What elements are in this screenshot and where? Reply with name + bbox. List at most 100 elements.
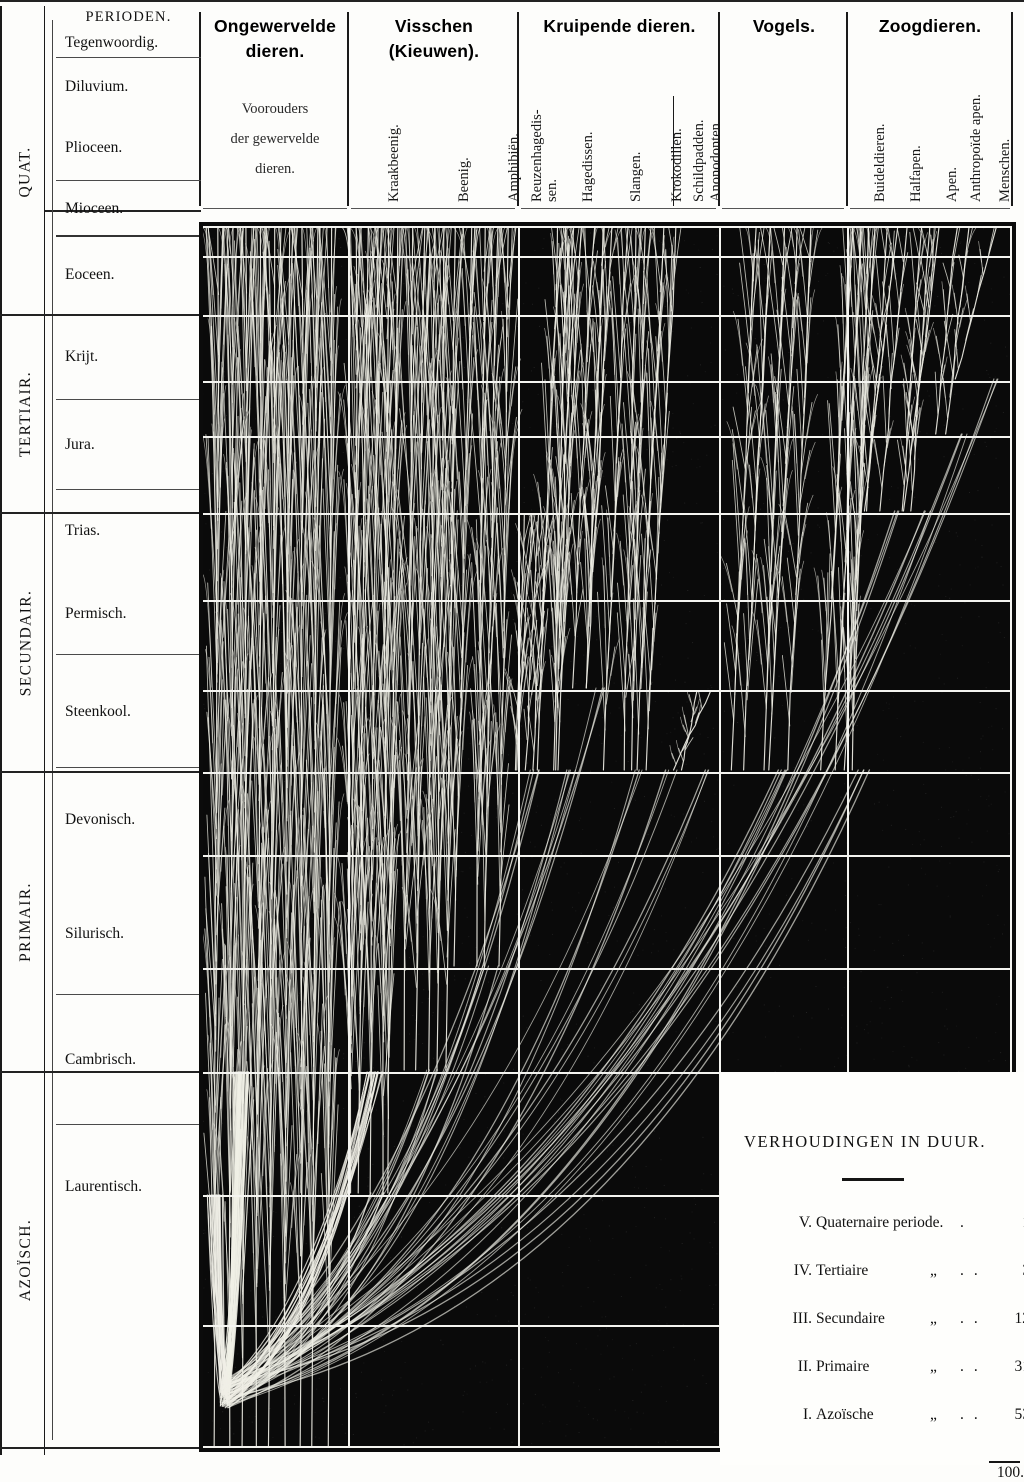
legend-row-tertiaire: IV. Tertiaire „ .. 3 [734,1262,1018,1288]
legend-name: Primaire [816,1358,869,1376]
legend-name: Tertiaire [816,1262,868,1280]
period-separator [56,489,201,490]
legend-period-word: periode. [893,1214,943,1231]
period-cell-krijt: Krijt. [56,313,201,400]
column-label-buideldieren: Buideldieren. [872,123,889,202]
header-divider-4 [846,12,848,206]
period-separator [56,994,201,995]
period-separator [56,767,201,768]
period-label: Krijt. [56,348,98,366]
legend-value: 12 [1006,1310,1024,1328]
legend-title: VERHOUDINGEN IN DUUR. [720,1132,1010,1152]
legend-value: 3 [1006,1262,1024,1280]
header-divider-5 [1011,12,1013,206]
legend-total: 100. [982,1464,1024,1482]
legend-dots: .. [960,1310,988,1328]
column-label-hagedissen: Hagedissen. [580,132,597,202]
duration-proportions-legend: VERHOUDINGEN IN DUUR. V. Quaternaire per… [720,1072,1024,1465]
period-separator [56,235,201,237]
column-label-schildpadden: Schildpadden. [691,119,708,202]
legend-numeral: IV. [766,1262,812,1280]
periods-table: PERIODEN. QUAT. TERTIAIR. SECUNDAIR. PRI… [0,6,201,1455]
legend-dots: .. [960,1358,988,1376]
header-underline-2 [521,208,716,209]
periods-bottom-border [0,1447,201,1449]
period-separator [56,654,201,655]
group-note-line2: der gewervelde [201,124,349,154]
legend-dots: . [960,1214,974,1232]
legend-ditto: „ [930,1406,937,1424]
period-cell-mioceen: Mioceen. [56,181,201,236]
column-label-reuzenhagedissen-line2: sen. [544,179,561,202]
period-cell-steenkool: Steenkool. [56,655,201,768]
era-cell-secundair: SECUNDAIR. [0,513,52,772]
group-title-line1: Ongewervelde [201,14,349,39]
column-label-beenig: Beenig. [456,157,473,202]
legend-value: 1 [1006,1214,1024,1232]
legend-name: Azoïsche [816,1406,874,1424]
group-title-line1: Kruipende dieren. [519,14,720,39]
group-title-line1: Visschen [349,14,519,39]
group-title-line1: Zoogdieren. [848,14,1012,39]
legend-row-primaire: II. Primaire „ .. 31 [734,1358,1018,1384]
legend-numeral: V. [766,1214,812,1232]
group-title-line1: Vogels. [720,14,848,39]
legend-row-secundaire: III. Secundaire „ .. 12 [734,1310,1018,1336]
perioden-header-label: PERIODEN. [85,9,171,26]
period-separator [56,180,201,181]
group-note-line1: Voorouders [201,94,349,124]
period-label: Plioceen. [56,139,122,157]
legend-total-rule [989,1461,1020,1463]
header-subdivider-krokodillen [673,96,674,206]
period-cell-diluvium: Diluvium. [56,58,201,115]
header-divider-1 [347,12,349,206]
legend-dots: .. [960,1262,988,1280]
legend-row-azoische: I. Azoïsche „ .. 53 [734,1406,1018,1432]
column-label-halfapen: Halfapen. [908,145,925,202]
era-cell-azoisch: AZOÏSCH. [0,1072,52,1448]
period-cell-plioceen: Plioceen. [56,115,201,181]
period-cell-eoceen: Eoceen. [56,236,201,313]
column-label-amphibien: Amphibiën. [506,133,523,202]
period-label: Cambrisch. [56,1051,136,1069]
header-underline-1 [351,208,515,209]
legend-value: 31 [1006,1358,1024,1376]
group-title-line2: (Kieuwen). [349,39,519,64]
group-title-visschen: Visschen (Kieuwen). [349,14,519,64]
legend-ditto: „ [930,1310,937,1328]
era-label-primair: PRIMAIR. [17,882,35,962]
legend-ditto: „ [930,1262,937,1280]
legend-numeral: II. [766,1358,812,1376]
period-label: Tegenwoordig. [56,34,158,52]
perioden-header: PERIODEN. [56,6,201,28]
legend-numeral: III. [766,1310,812,1328]
era-label-tertiair: TERTIAIR. [17,371,35,457]
legend-value: 53 [1006,1406,1024,1424]
column-label-krokodillen: Krokodillen. [669,128,686,202]
column-label-anonodonten: Anonodonten. [708,119,725,202]
column-label-slangen: Slangen. [628,152,645,202]
period-label: Eoceen. [56,266,114,284]
period-label: Devonisch. [56,811,135,829]
period-label: Mioceen. [56,200,123,218]
legend-name: Secundaire [816,1310,885,1328]
period-cell-laurentisch: Laurentisch. [56,1125,201,1248]
legend-numeral: I. [766,1406,812,1424]
period-cell-jura: Jura. [56,400,201,490]
column-label-kraakbeenig: Kraakbeenig. [386,124,403,202]
period-separator [56,57,201,58]
period-label: Permisch. [56,605,127,623]
group-title-vogels: Vogels. [720,14,848,39]
period-label: Laurentisch. [56,1178,142,1196]
legend-ditto: „ [930,1358,937,1376]
era-cell-quat: QUAT. [0,28,52,315]
period-label: Diluvium. [56,78,128,96]
era-label-azoisch: AZOÏSCH. [17,1219,35,1301]
legend-row-quaternaire: V. Quaternaire periode. . 1 [734,1214,1018,1240]
period-cell-cambrisch: Cambrisch. [56,995,201,1125]
group-title-kruipende-dieren: Kruipende dieren. [519,14,720,39]
era-cell-primair: PRIMAIR. [0,772,52,1072]
era-label-secundair: SECUNDAIR. [17,589,35,696]
legend-divider-rule [842,1178,904,1181]
header-underline-3 [722,208,844,209]
